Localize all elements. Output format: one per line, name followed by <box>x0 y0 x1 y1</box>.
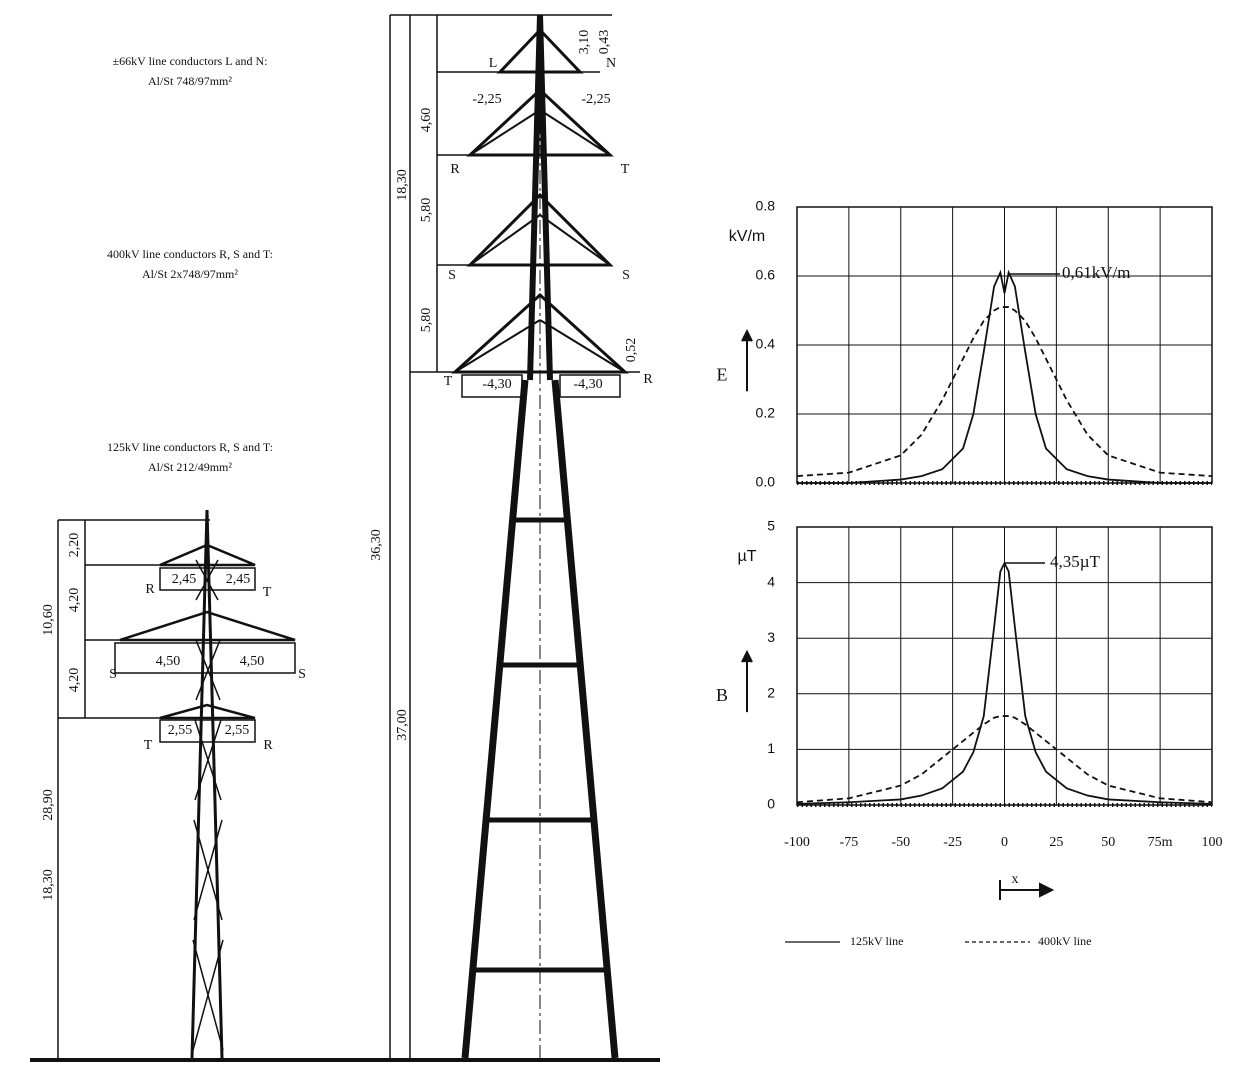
dimension-label: 2,55 <box>168 723 193 738</box>
dimension-label: S <box>622 268 630 283</box>
dimension-label: N <box>606 56 616 71</box>
y-axis-label: µT <box>738 548 757 565</box>
axis-symbol: B <box>716 685 728 705</box>
x-tick-label: -100 <box>784 835 810 850</box>
axis-arrow <box>1000 880 1052 900</box>
axis-arrow <box>742 331 752 391</box>
dimension-label: R <box>643 372 653 387</box>
annotation: 4,35µT <box>1050 552 1101 571</box>
y-tick-label: 0.0 <box>756 474 776 490</box>
figure: 0.0 0.2 0.4 0.6 0.8 kV/m E 0 1 2 3 4 5 -100 -75 -50 -25 0… <box>0 0 1245 1070</box>
dimension-label: 0,52 <box>624 338 639 363</box>
dimension-label: 3,10 <box>577 30 592 55</box>
dimension-label: -4,30 <box>482 377 511 392</box>
x-tick-label: -50 <box>891 835 910 850</box>
dimension-label: 36,30 <box>369 529 384 561</box>
legend-label: 400kV line <box>1038 934 1091 948</box>
x-axis-label: x <box>1012 872 1019 887</box>
note: ±66kV line conductors L and N: <box>113 54 268 68</box>
y-tick-label: 4 <box>767 573 775 589</box>
dimension-label: 2,45 <box>226 572 251 587</box>
note: 125kV line conductors R, S and T: <box>107 440 273 454</box>
y-tick-label: 0.6 <box>756 267 776 283</box>
y-tick-label: 0 <box>767 796 775 812</box>
note: Al/St 748/97mm² <box>148 74 232 88</box>
dimension-label: -2,25 <box>581 92 610 107</box>
dimension-label: -4,30 <box>573 377 602 392</box>
y-axis-label: kV/m <box>729 228 765 245</box>
x-tick-label: 50 <box>1101 835 1115 850</box>
legend-label: 125kV line <box>850 934 903 948</box>
y-tick-label: 0.4 <box>756 336 776 352</box>
axis-arrow <box>742 652 752 712</box>
dimension-label: 4,60 <box>419 108 434 133</box>
dimension-label: 28,90 <box>41 789 56 821</box>
y-tick-label: 0.2 <box>756 405 776 421</box>
x-tick-label: 100 <box>1202 835 1223 850</box>
dimension-label: 2,20 <box>67 533 82 558</box>
note: Al/St 2x748/97mm² <box>142 267 238 281</box>
dimension-label: T <box>444 374 453 389</box>
note: Al/St 212/49mm² <box>148 460 232 474</box>
y-tick-label: 2 <box>767 685 775 701</box>
axis-symbol: E <box>717 364 728 384</box>
x-tick-label: -25 <box>943 835 962 850</box>
dimension-label: 4,50 <box>156 654 181 669</box>
dimension-label: S <box>298 667 306 682</box>
dimension-label: 5,80 <box>419 198 434 223</box>
dimension-label: 4,20 <box>67 668 82 693</box>
y-tick-label: 3 <box>767 629 775 645</box>
y-tick-label: 5 <box>767 518 775 534</box>
x-tick-label: 25 <box>1049 835 1063 850</box>
dimension-label: R <box>450 162 460 177</box>
dimension-label: 18,30 <box>41 869 56 901</box>
dimension-label: S <box>109 667 117 682</box>
x-tick-label: 75m <box>1148 835 1173 850</box>
dimension-label: 10,60 <box>41 604 56 636</box>
x-tick-label: -75 <box>840 835 859 850</box>
dimension-label: 4,50 <box>240 654 265 669</box>
dimension-label: T <box>263 585 272 600</box>
dimension-label: -2,25 <box>472 92 501 107</box>
dimension-label: 37,00 <box>395 709 410 741</box>
legend: 125kV line 400kV line <box>785 934 1091 948</box>
y-tick-label: 0.8 <box>756 198 776 214</box>
dimension-label: 0,43 <box>597 30 612 55</box>
dimension-label: T <box>621 162 630 177</box>
dimension-label: 4,20 <box>67 588 82 613</box>
annotation: 0,61kV/m <box>1062 263 1130 282</box>
dimension-label: 18,30 <box>395 169 410 201</box>
dimension-label: L <box>489 56 498 71</box>
dimension-label: 5,80 <box>419 308 434 333</box>
x-tick-label: 0 <box>1001 835 1008 850</box>
towers <box>30 15 660 1060</box>
note: 400kV line conductors R, S and T: <box>107 247 273 261</box>
dimension-label: 2,55 <box>225 723 250 738</box>
y-tick-label: 1 <box>767 740 775 756</box>
charts: 0.0 0.2 0.4 0.6 0.8 kV/m E 0 1 2 3 4 5 -100 -75 -50 -25 0… <box>716 198 1223 900</box>
dimension-label: R <box>263 738 273 753</box>
dimension-label: S <box>448 268 456 283</box>
dimension-label: T <box>144 738 153 753</box>
dimension-label: R <box>145 582 155 597</box>
dimension-label: 2,45 <box>172 572 197 587</box>
